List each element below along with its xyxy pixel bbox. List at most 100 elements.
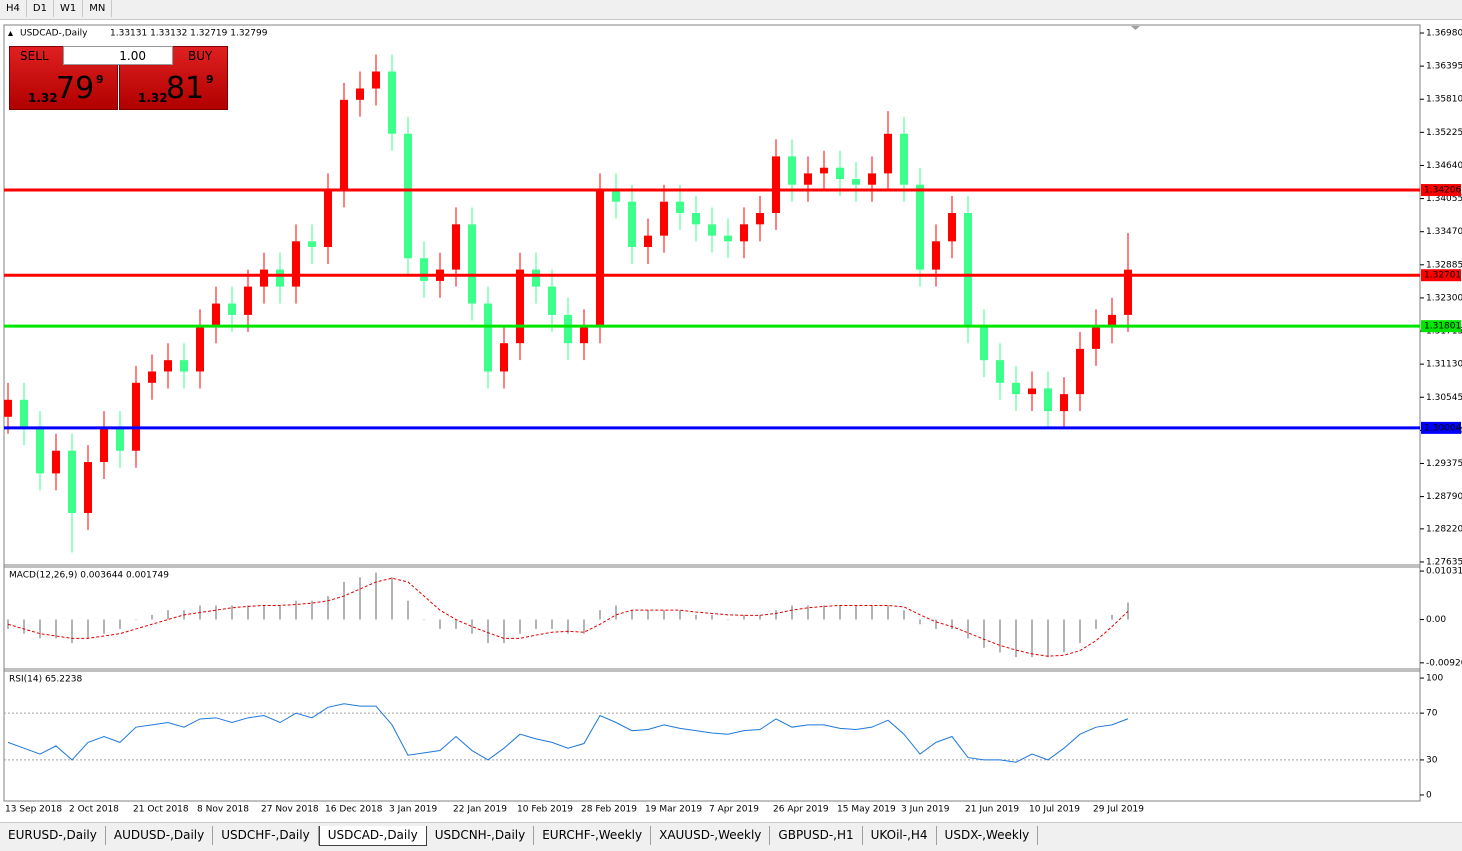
macd-bar <box>615 605 617 620</box>
candle-body <box>324 190 332 247</box>
candle-body <box>404 133 412 259</box>
candle-body <box>692 213 700 225</box>
x-tick-label: 26 Apr 2019 <box>773 805 829 815</box>
chart-title: USDCAD-,Daily <box>20 29 88 39</box>
macd-bar <box>967 619 969 639</box>
chart-quote: 1.33131 1.33132 1.32719 1.32799 <box>110 29 268 39</box>
buy-button[interactable]: BUY 1.32 81 9 <box>119 46 228 110</box>
symbol-tab[interactable]: USDCAD-,Daily <box>318 826 427 846</box>
level-price-box <box>1421 320 1461 333</box>
macd-bar <box>999 619 1001 653</box>
candle-body <box>516 269 524 344</box>
macd-bar <box>39 619 41 639</box>
shift-marker <box>1131 26 1140 30</box>
candle-body <box>996 360 1004 383</box>
macd-bar <box>663 610 665 620</box>
candle-body <box>1092 326 1100 349</box>
y-tick-label: 1.35810 <box>1426 95 1462 105</box>
macd-bar <box>935 619 937 629</box>
macd-bar <box>919 619 921 625</box>
y-tick-label: 1.27635 <box>1426 557 1462 567</box>
candle-body <box>100 428 108 463</box>
lot-input[interactable]: 1.00 <box>63 46 173 65</box>
symbol-tab[interactable]: USDCHF-,Daily <box>213 826 319 845</box>
candle-body <box>1076 348 1084 395</box>
macd-bar <box>455 619 457 629</box>
candle-body <box>468 224 476 304</box>
y-tick-label: 0.00 <box>1426 615 1446 625</box>
sell-price-pip: 9 <box>96 73 104 86</box>
symbol-tab[interactable]: USDCNH-,Daily <box>427 826 535 845</box>
candle-body <box>900 133 908 185</box>
candle-body <box>804 173 812 185</box>
x-tick-label: 22 Jan 2019 <box>453 805 507 815</box>
macd-bar <box>135 619 137 621</box>
y-tick-label: 1.28220 <box>1426 524 1462 534</box>
timeframe-button[interactable]: H4 <box>0 0 27 17</box>
timeframe-button[interactable]: MN <box>83 0 113 17</box>
symbol-tab[interactable]: EURUSD-,Daily <box>0 826 106 845</box>
level-price-box <box>1421 184 1461 197</box>
symbol-tab[interactable]: UKOil-,H4 <box>863 826 937 845</box>
macd-bar <box>343 581 345 620</box>
y-tick-label: 1.36980 <box>1426 29 1462 39</box>
macd-bar <box>1095 619 1097 629</box>
buy-price-main: 81 <box>166 71 205 106</box>
y-tick-label: 1.36395 <box>1426 62 1462 72</box>
level-price-label: 1.32701 <box>1424 271 1461 281</box>
macd-bar <box>423 619 425 621</box>
y-tick-label: 1.30545 <box>1426 393 1462 403</box>
x-tick-label: 28 Feb 2019 <box>581 805 637 815</box>
macd-bar <box>295 600 297 620</box>
symbol-tab[interactable]: XAUUSD-,Weekly <box>651 826 771 845</box>
candle-body <box>340 99 348 191</box>
macd-bar <box>759 614 761 620</box>
candle-body <box>52 450 60 474</box>
symbol-tab[interactable]: GBPUSD-,H1 <box>770 826 863 845</box>
macd-bar <box>1063 619 1065 653</box>
macd-bar <box>103 619 105 634</box>
indicator-title: RSI(14) 65.2238 <box>9 675 82 685</box>
level-price-box <box>1421 421 1461 434</box>
macd-bar <box>599 610 601 620</box>
macd-bar <box>775 610 777 620</box>
candle-body <box>788 156 796 185</box>
candle-body <box>980 326 988 361</box>
candle-body <box>180 360 188 372</box>
candle-body <box>964 213 972 327</box>
level-price-box <box>1421 269 1461 282</box>
y-tick-label: 1.33470 <box>1426 227 1462 237</box>
candle-body <box>868 173 876 185</box>
timeframe-button[interactable]: D1 <box>27 0 54 17</box>
macd-bar <box>167 610 169 620</box>
candle-body <box>260 269 268 287</box>
y-tick-label: 1.32300 <box>1426 293 1462 303</box>
macd-bar <box>1127 602 1129 620</box>
candle-body <box>724 235 732 242</box>
sell-price-main: 79 <box>56 71 95 106</box>
symbol-tab[interactable]: EURCHF-,Weekly <box>534 826 652 845</box>
candle-body <box>500 343 508 372</box>
timeframe-button[interactable]: W1 <box>54 0 84 17</box>
macd-bar <box>1031 619 1033 658</box>
candle-body <box>1028 388 1036 395</box>
plot-frame <box>3 24 1421 802</box>
x-tick-label: 3 Jan 2019 <box>389 805 437 815</box>
macd-bar <box>711 614 713 620</box>
x-tick-label: 2 Oct 2018 <box>69 805 119 815</box>
candle-body <box>420 258 428 281</box>
macd-bar <box>327 596 329 620</box>
macd-bar <box>887 605 889 620</box>
symbol-tab[interactable]: AUDUSD-,Daily <box>106 826 214 845</box>
y-tick-label: 1.32885 <box>1426 260 1462 270</box>
macd-bar <box>951 619 953 629</box>
symbol-tab[interactable]: USDX-,Weekly <box>937 826 1039 845</box>
candle-body <box>148 371 156 383</box>
sell-price-big: 1.32 <box>28 91 58 105</box>
y-tick-label: 0 <box>1426 790 1432 800</box>
candle-body <box>644 235 652 247</box>
candle-body <box>1124 269 1132 315</box>
candle-body <box>1108 314 1116 327</box>
y-tick-label: 1.34640 <box>1426 161 1462 171</box>
